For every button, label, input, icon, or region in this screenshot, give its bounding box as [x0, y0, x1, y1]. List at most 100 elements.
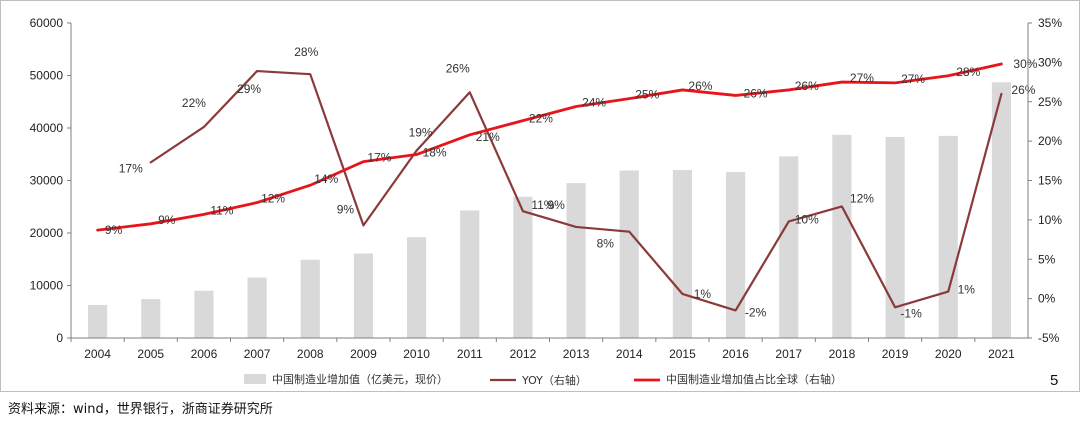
yoy-label-2010: 19% — [409, 126, 433, 140]
share-line — [96, 62, 1003, 232]
x-tick-label: 2013 — [563, 347, 590, 361]
x-tick-label: 2018 — [829, 347, 856, 361]
bar-2012 — [513, 196, 533, 338]
share-label-2005: 9% — [158, 213, 176, 227]
right-tick-label: 30% — [1038, 55, 1062, 69]
x-tick-label: 2012 — [510, 347, 537, 361]
share-label-2016: 26% — [744, 86, 768, 100]
yoy-label-2005: 17% — [119, 161, 143, 175]
yoy-label-2021: 26% — [1011, 83, 1035, 97]
bar-2015 — [672, 170, 692, 338]
left-tick-label: 10000 — [30, 279, 64, 293]
chart-border — [0, 0, 1080, 392]
legend: 中国制造业增加值（亿美元，现价） YOY（右轴） 中国制造业增加值占比全球（右轴） — [244, 372, 842, 387]
share-label-2009: 17% — [367, 151, 391, 165]
x-tick-label: 2006 — [191, 347, 218, 361]
share-label-2017: 26% — [795, 79, 819, 93]
share-label-2020: 28% — [956, 65, 980, 79]
right-tick-label: 20% — [1038, 134, 1062, 148]
x-tick-label: 2011 — [457, 347, 483, 361]
yoy-label-2009: 9% — [337, 202, 355, 216]
yoy-line — [149, 69, 1003, 312]
x-tick-label: 2010 — [403, 347, 430, 361]
bar-2009 — [353, 253, 373, 338]
share-label-2006: 11% — [210, 203, 233, 217]
share-label-2019: 27% — [901, 72, 925, 86]
share-label-2021: 30% — [1013, 57, 1037, 71]
left-tick-label: 30000 — [30, 174, 64, 188]
x-tick-label: 2007 — [244, 347, 271, 361]
yoy-label-2020: 1% — [958, 283, 976, 297]
yoy-label-2016: -2% — [745, 305, 767, 319]
bar-2011 — [460, 210, 480, 338]
share-label-2013: 24% — [582, 95, 606, 109]
yoy-label-2015: 1% — [694, 287, 712, 301]
yoy-label-2019: -1% — [900, 306, 922, 320]
bar-2010 — [407, 237, 427, 338]
left-tick-label: 60000 — [30, 16, 64, 30]
bar-2014 — [619, 170, 639, 338]
bar-2019 — [885, 136, 905, 338]
x-tick-label: 2014 — [616, 347, 643, 361]
yoy-label-2017: 10% — [795, 212, 819, 226]
share-label-2008: 14% — [314, 172, 338, 186]
line-series — [96, 62, 1003, 312]
bar-2018 — [832, 134, 852, 338]
yoy-label-2011: 26% — [446, 61, 470, 75]
x-tick-label: 2016 — [722, 347, 749, 361]
yoy-label-2007: 29% — [237, 82, 261, 96]
bar-2007 — [247, 277, 267, 338]
right-tick-label: 0% — [1038, 292, 1056, 306]
bar-2006 — [194, 290, 214, 338]
yoy-label-2008: 28% — [294, 45, 318, 59]
data-labels: 17% 22% 29% 28% 9% 19% 26% 11% 9% 8% 1% -2% 10% 12% -1… — [105, 45, 1038, 320]
share-label-2007: 12% — [261, 192, 285, 206]
bar-2021 — [991, 82, 1011, 338]
yoy-label-2018: 12% — [850, 191, 874, 205]
axes: 0 10000 20000 30000 40000 50000 60000 -5% 0% 5% 10… — [30, 16, 1063, 361]
right-tick-label: -5% — [1038, 331, 1060, 345]
x-tick-label: 2017 — [775, 347, 802, 361]
left-tick-label: 20000 — [30, 226, 64, 240]
right-tick-label: 15% — [1038, 174, 1062, 188]
x-tick-label: 2019 — [882, 347, 909, 361]
legend-share-label: 中国制造业增加值占比全球（右轴） — [666, 372, 842, 386]
x-tick-label: 2015 — [669, 347, 696, 361]
bar-2013 — [566, 183, 586, 338]
right-tick-label: 10% — [1038, 213, 1062, 227]
share-label-2014: 25% — [635, 88, 659, 102]
x-tick-label: 2004 — [84, 347, 111, 361]
left-tick-label: 40000 — [30, 121, 64, 135]
x-tick-label: 2021 — [988, 347, 1015, 361]
bar-2005 — [141, 299, 161, 338]
share-label-2004: 9% — [105, 223, 123, 237]
yoy-label-2006: 22% — [182, 96, 206, 110]
legend-bar-label: 中国制造业增加值（亿美元，现价） — [272, 372, 448, 386]
x-tick-label: 2020 — [935, 347, 962, 361]
yoy-label-2014: 8% — [597, 237, 615, 251]
share-label-2012: 22% — [529, 112, 553, 126]
bar-2004 — [88, 304, 108, 338]
right-tick-label: 35% — [1038, 16, 1062, 30]
legend-yoy-label: YOY（右轴） — [521, 373, 587, 387]
source-note: 资料来源：wind，世界银行，浙商证券研究所 — [8, 402, 273, 417]
bar-2017 — [779, 156, 799, 338]
legend-bar-swatch — [244, 374, 266, 384]
bar-2016 — [726, 172, 746, 338]
share-label-2015: 26% — [688, 79, 712, 93]
left-tick-label: 0 — [56, 331, 63, 345]
left-tick-label: 50000 — [30, 69, 64, 83]
x-tick-label: 2008 — [297, 347, 324, 361]
share-label-2011: 21% — [476, 130, 500, 144]
bar-2008 — [300, 259, 320, 338]
page-number: 5 — [1050, 372, 1059, 389]
x-tick-label: 2005 — [137, 347, 164, 361]
bar-2020 — [938, 135, 958, 338]
share-label-2010: 18% — [423, 146, 447, 160]
bar-series — [88, 82, 1011, 338]
x-tick-label: 2009 — [350, 347, 377, 361]
share-label-2018: 27% — [850, 71, 874, 85]
right-tick-label: 5% — [1038, 252, 1056, 266]
right-tick-label: 25% — [1038, 95, 1062, 109]
